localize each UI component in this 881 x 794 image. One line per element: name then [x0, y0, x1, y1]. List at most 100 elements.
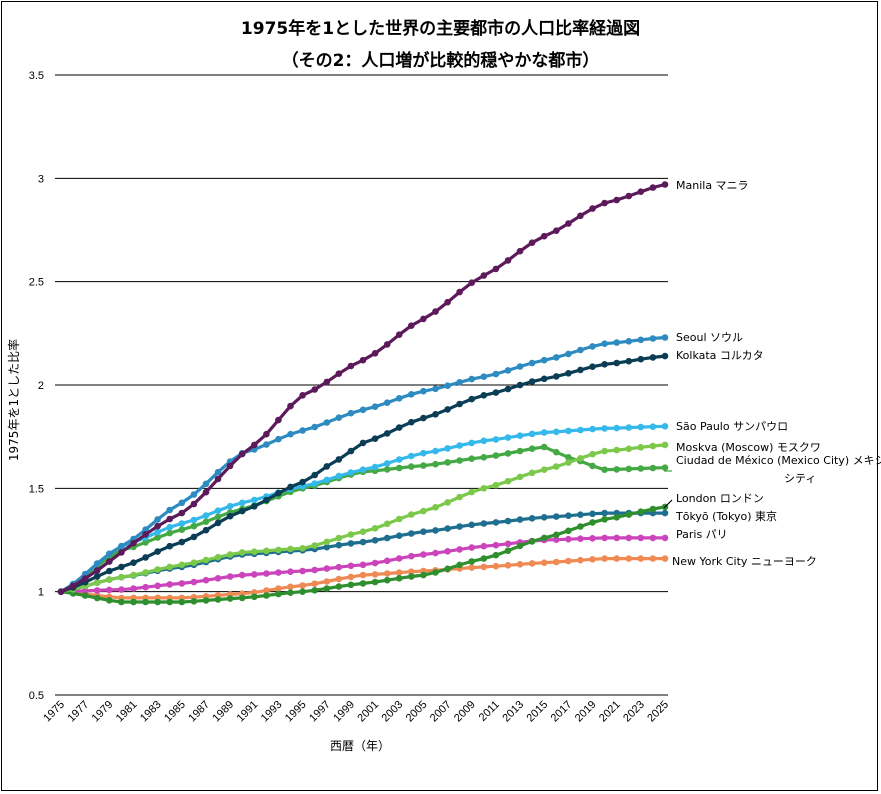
data-point	[444, 298, 451, 306]
data-point	[263, 496, 270, 504]
data-point	[275, 416, 282, 424]
data-point	[359, 528, 367, 535]
data-point	[118, 542, 125, 550]
data-point	[214, 468, 222, 476]
data-point	[383, 576, 391, 584]
data-point	[202, 488, 210, 496]
data-point	[335, 370, 343, 378]
data-point	[661, 555, 669, 562]
data-point	[492, 370, 500, 378]
data-point	[263, 587, 270, 594]
data-point	[395, 532, 403, 539]
data-point	[601, 340, 608, 348]
data-point	[130, 585, 137, 592]
data-point	[516, 542, 524, 550]
data-point	[287, 583, 294, 591]
data-point	[238, 450, 246, 458]
data-point	[661, 181, 669, 188]
data-point	[371, 525, 379, 532]
data-point	[251, 593, 258, 601]
data-point	[601, 555, 608, 562]
y-axis-label: 1975年を1とした比率	[6, 339, 21, 461]
data-point	[335, 563, 343, 571]
data-point	[420, 507, 427, 515]
data-point	[637, 555, 645, 562]
series-label-paris: Paris パリ	[676, 528, 728, 541]
data-point	[287, 568, 294, 575]
data-point	[142, 526, 149, 533]
data-point	[263, 592, 270, 599]
data-point	[444, 459, 451, 466]
data-point	[251, 496, 258, 504]
data-point	[275, 585, 282, 592]
chart-subtitle: （その2：人口増が比較的穏やかな都市）	[281, 51, 600, 71]
data-point	[565, 350, 572, 358]
data-point	[142, 569, 149, 576]
data-point	[359, 571, 367, 579]
data-point	[202, 526, 210, 534]
data-point	[589, 462, 596, 470]
data-point	[359, 466, 367, 474]
data-point	[480, 485, 488, 492]
data-point	[383, 557, 391, 565]
data-point	[166, 515, 173, 523]
data-point	[154, 582, 161, 590]
data-point	[347, 562, 355, 570]
data-point	[166, 542, 173, 550]
data-point	[93, 579, 101, 586]
data-point	[540, 443, 548, 451]
data-point	[553, 463, 560, 470]
data-point	[93, 560, 101, 567]
data-point	[347, 540, 355, 547]
data-point	[504, 257, 512, 264]
data-point	[649, 555, 657, 562]
data-point	[287, 545, 294, 553]
data-point	[166, 523, 173, 531]
x-tick-label: 2019	[573, 699, 599, 725]
data-point	[202, 518, 210, 525]
data-point	[214, 519, 222, 527]
data-point	[613, 359, 620, 367]
data-point	[202, 576, 210, 584]
data-point	[553, 448, 560, 456]
data-point	[625, 534, 633, 542]
data-point	[359, 580, 367, 587]
data-point	[540, 559, 548, 566]
data-point	[106, 558, 113, 565]
data-point	[93, 567, 101, 574]
data-point	[420, 571, 427, 579]
data-point	[178, 509, 186, 517]
data-point	[395, 569, 403, 576]
data-point	[504, 517, 512, 525]
data-point	[202, 597, 210, 604]
data-point	[420, 551, 427, 558]
data-point	[371, 350, 379, 357]
data-point	[190, 500, 198, 508]
data-point	[226, 573, 234, 580]
data-point	[371, 403, 379, 411]
data-point	[444, 499, 451, 506]
x-tick-label: 1983	[138, 699, 164, 725]
data-point	[142, 554, 149, 561]
data-point	[456, 523, 463, 530]
data-point	[408, 568, 415, 575]
data-point	[395, 456, 403, 463]
data-point	[287, 402, 294, 410]
data-point	[81, 592, 89, 599]
data-point	[601, 425, 608, 432]
data-point	[263, 430, 270, 438]
x-tick-label: 1975	[41, 699, 67, 725]
data-point	[226, 502, 234, 510]
data-point	[613, 514, 620, 521]
x-tick-label: 1991	[235, 699, 261, 725]
data-point	[492, 389, 500, 396]
data-point	[347, 531, 355, 538]
data-point	[516, 516, 524, 523]
data-point	[238, 571, 246, 579]
data-point	[492, 519, 500, 526]
data-point	[226, 462, 234, 470]
data-point	[178, 538, 186, 546]
data-point	[444, 445, 451, 452]
